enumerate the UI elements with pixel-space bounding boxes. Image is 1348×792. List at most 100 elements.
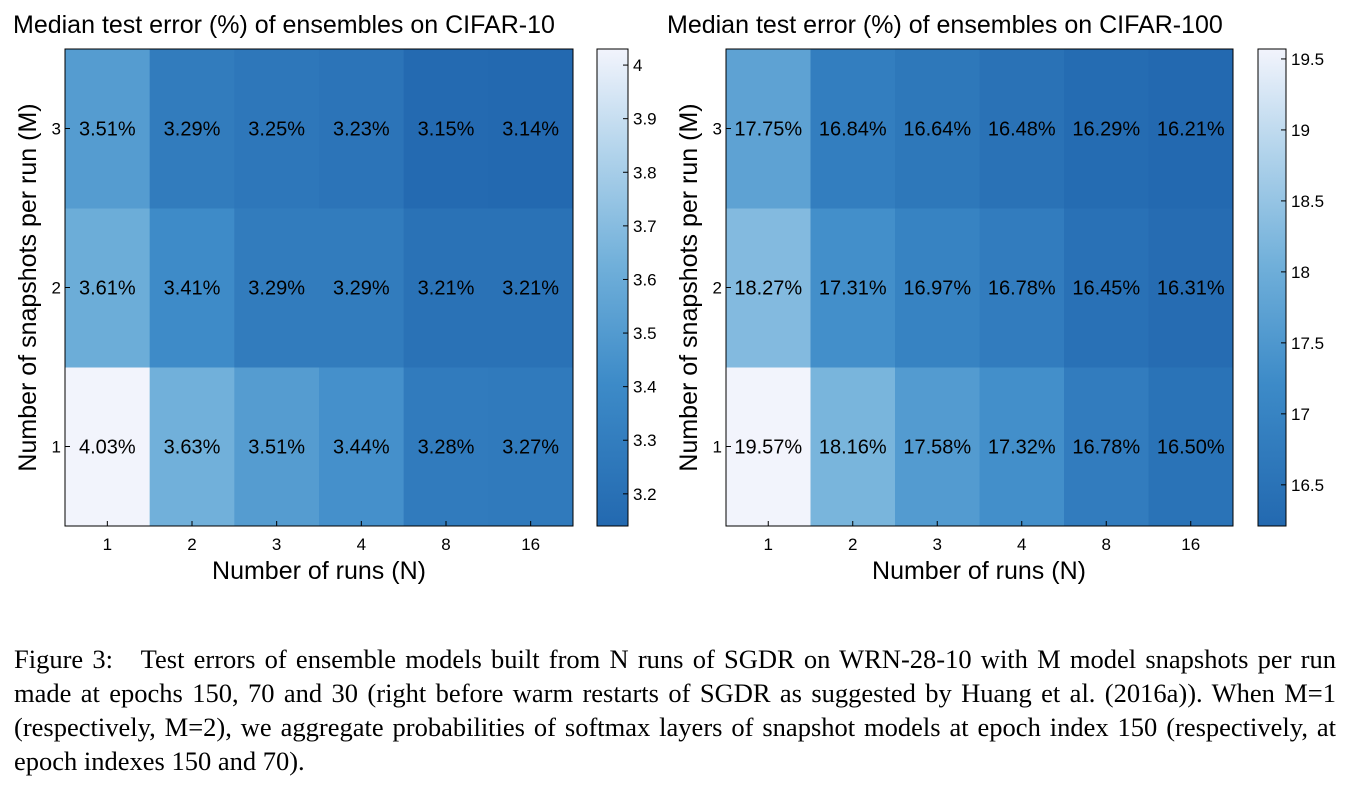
cifar100-colorbar <box>1257 48 1287 527</box>
cifar10-cell-m3-n3 <box>234 49 320 209</box>
cifar10-cell-label: 3.29% <box>248 278 305 300</box>
cifar10-cell-m2-n3 <box>234 208 320 368</box>
cifar10-cell-m3-n4 <box>319 49 405 209</box>
cifar100-y-tick-label: 1 <box>713 438 722 457</box>
cifar10-cell-label: 4.03% <box>79 437 136 459</box>
cifar100-cell-m1-n3 <box>895 367 980 527</box>
cifar100-cell-label: 18.27% <box>734 278 802 300</box>
cifar10-cell-label: 3.14% <box>502 119 559 141</box>
cifar10-x-axis-label: Number of runs (N) <box>212 557 426 585</box>
cifar10-cell-label: 3.29% <box>333 278 390 300</box>
cifar100-cell-m3-n2 <box>810 49 896 209</box>
cifar100-cell-m2-n3 <box>895 208 980 368</box>
cifar100-cell-label: 16.64% <box>903 119 971 141</box>
cifar10-cell-m1-n4 <box>319 367 405 527</box>
cifar10-x-tick-label: 8 <box>441 535 450 554</box>
cifar100-colorbar-tick-label: 19 <box>1291 121 1310 140</box>
cifar10-cell-label: 3.21% <box>502 278 559 300</box>
cifar10-colorbar-tick-label: 3.9 <box>633 110 657 129</box>
cifar10-colorbar-tick-label: 3.8 <box>633 163 657 182</box>
cifar10-y-axis-label: Number of snapshots per run (M) <box>14 103 42 471</box>
cifar10-cell-label: 3.25% <box>248 119 305 141</box>
cifar10-cell-m3-n1 <box>65 49 151 209</box>
cifar100-colorbar-tick-label: 18.5 <box>1291 192 1324 211</box>
cifar10-cell-label: 3.28% <box>418 437 475 459</box>
cifar10-cell-m2-n2 <box>149 208 235 368</box>
cifar100-x-tick-label: 1 <box>764 535 773 554</box>
cifar10-cell-label: 3.29% <box>164 119 221 141</box>
figure-caption: Figure 3: Test errors of ensemble models… <box>14 642 1336 778</box>
cifar10-cell-label: 3.63% <box>164 437 221 459</box>
cifar10-colorbar-tick-label: 4 <box>633 56 642 75</box>
cifar100-cell-m3-n4 <box>979 49 1065 209</box>
cifar10-colorbar-tick-label: 3.3 <box>633 431 657 450</box>
heatmap-figure: Median test error (%) of ensembles on CI… <box>13 11 1324 585</box>
cifar100-cell-label: 16.21% <box>1157 119 1225 141</box>
cifar10-cell-m2-n4 <box>319 208 405 368</box>
cifar100-cell-label: 16.97% <box>903 278 971 300</box>
cifar100-cell-m3-n16 <box>1148 49 1234 209</box>
cifar100-cell-label: 17.58% <box>903 437 971 459</box>
cifar10-cell-label: 3.41% <box>164 278 221 300</box>
cifar10-x-tick-label: 3 <box>272 535 281 554</box>
cifar10-panel: Median test error (%) of ensembles on CI… <box>13 11 657 585</box>
cifar100-x-tick-label: 4 <box>1017 535 1026 554</box>
cifar100-cell-label: 17.32% <box>988 437 1056 459</box>
cifar100-y-tick-label: 2 <box>713 279 722 298</box>
caption-text: Test errors of ensemble models built fro… <box>14 644 1336 776</box>
cifar10-cell-m3-n8 <box>403 49 489 209</box>
cifar10-colorbar-tick-label: 3.2 <box>633 485 657 504</box>
cifar10-y-tick-label: 1 <box>52 438 61 457</box>
cifar100-cell-label: 16.78% <box>988 278 1056 300</box>
cifar10-cell-m3-n16 <box>488 49 574 209</box>
cifar100-x-tick-label: 16 <box>1181 535 1200 554</box>
cifar100-cell-m3-n8 <box>1064 49 1149 209</box>
cifar10-cell-label: 3.51% <box>79 119 136 141</box>
cifar10-cell-m2-n8 <box>403 208 489 368</box>
cifar100-cell-label: 17.31% <box>819 278 887 300</box>
cifar10-colorbar-tick-label: 3.7 <box>633 217 657 236</box>
cifar100-colorbar-tick-label: 19.5 <box>1291 50 1324 69</box>
cifar10-y-tick-label: 2 <box>52 279 61 298</box>
cifar10-y-tick-label: 3 <box>52 120 61 139</box>
cifar100-cell-label: 16.48% <box>988 119 1056 141</box>
cifar100-x-tick-label: 3 <box>933 535 942 554</box>
cifar100-panel: Median test error (%) of ensembles on CI… <box>667 11 1324 585</box>
cifar100-colorbar-tick-label: 17 <box>1291 405 1310 424</box>
cifar10-cell-m2-n1 <box>65 208 151 368</box>
cifar10-x-tick-label: 2 <box>187 535 196 554</box>
cifar10-cell-m1-n2 <box>149 367 235 527</box>
cifar100-cell-label: 19.57% <box>734 437 802 459</box>
cifar10-x-tick-label: 16 <box>521 535 540 554</box>
cifar100-cell-label: 18.16% <box>819 437 887 459</box>
cifar100-cell-label: 16.31% <box>1157 278 1225 300</box>
cifar10-cell-m1-n1 <box>65 367 151 527</box>
cifar10-cell-label: 3.15% <box>418 119 475 141</box>
cifar100-cell-label: 17.75% <box>734 119 802 141</box>
cifar10-cell-label: 3.51% <box>248 437 305 459</box>
cifar10-cell-m2-n16 <box>488 208 574 368</box>
cifar100-cell-m2-n4 <box>979 208 1065 368</box>
cifar100-y-axis-label: Number of snapshots per run (M) <box>675 103 703 471</box>
cifar100-cell-label: 16.45% <box>1072 278 1140 300</box>
cifar10-cell-label: 3.27% <box>502 437 559 459</box>
cifar10-colorbar <box>596 48 629 527</box>
cifar10-cell-label: 3.44% <box>333 437 390 459</box>
caption-label: Figure 3: <box>14 644 114 674</box>
cifar100-cell-label: 16.50% <box>1157 437 1225 459</box>
cifar100-cell-m2-n2 <box>810 208 896 368</box>
cifar10-title: Median test error (%) of ensembles on CI… <box>13 11 555 39</box>
cifar10-cell-m3-n2 <box>149 49 235 209</box>
cifar100-cell-m3-n1 <box>726 49 811 209</box>
cifar10-x-tick-label: 4 <box>357 535 366 554</box>
cifar100-cell-m2-n8 <box>1064 208 1149 368</box>
cifar10-colorbar-tick-label: 3.6 <box>633 270 657 289</box>
cifar100-cell-m1-n16 <box>1148 367 1234 527</box>
cifar100-cell-label: 16.29% <box>1072 119 1140 141</box>
cifar100-colorbar-tick-label: 17.5 <box>1291 334 1324 353</box>
cifar100-x-axis-label: Number of runs (N) <box>872 557 1086 585</box>
cifar100-cell-label: 16.84% <box>819 119 887 141</box>
cifar10-colorbar-tick-label: 3.5 <box>633 324 657 343</box>
cifar100-cell-m2-n16 <box>1148 208 1234 368</box>
